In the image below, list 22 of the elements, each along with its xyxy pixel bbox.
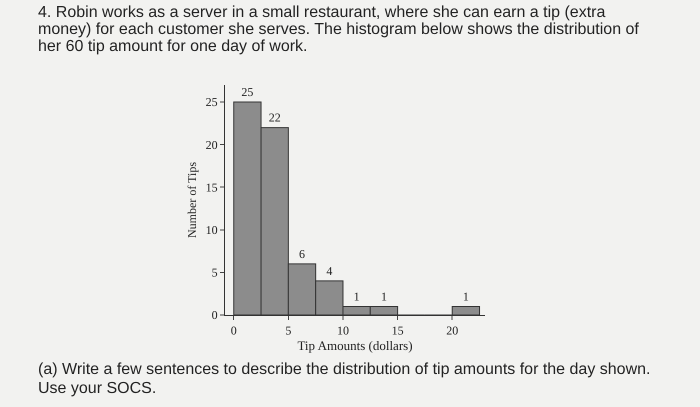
x-tick-label: 0: [230, 323, 237, 338]
data-label: 1: [380, 289, 387, 304]
y-tick-label: 20: [206, 138, 218, 152]
data-label: 25: [241, 85, 254, 100]
x-tick-label: 20: [446, 323, 458, 338]
y-axis-title: Number of Tips: [184, 162, 199, 238]
data-label: 22: [268, 110, 281, 125]
data-label: 1: [354, 289, 360, 304]
chart-title: 4. Robin works as a server in a small restaurant, where she can earn a tip (extra money) for each customer she serves. The histogram below shows the distribution of her 60 tip amount for one day of work.: [38, 4, 640, 55]
y-tick-label: 15: [206, 180, 218, 194]
text: (a) Write a few sentences to describe the distribution of tip amounts for the day shown. Use your SOCS.: [38, 360, 652, 398]
data-label: 4: [326, 264, 332, 278]
data-label: 6: [299, 246, 306, 261]
data-label: 1: [462, 289, 469, 304]
y-tick-label: 25: [206, 95, 218, 110]
x-tick-label: 5: [285, 323, 292, 338]
x-tick-label: 15: [392, 323, 404, 338]
y-tick-label: 10: [206, 223, 218, 238]
x-axis-title: Tip Amounts (dollars): [297, 338, 413, 353]
y-tick-label: 0: [212, 308, 218, 322]
y-tick-label: 5: [212, 266, 218, 280]
x-tick-label: 10: [336, 323, 349, 338]
